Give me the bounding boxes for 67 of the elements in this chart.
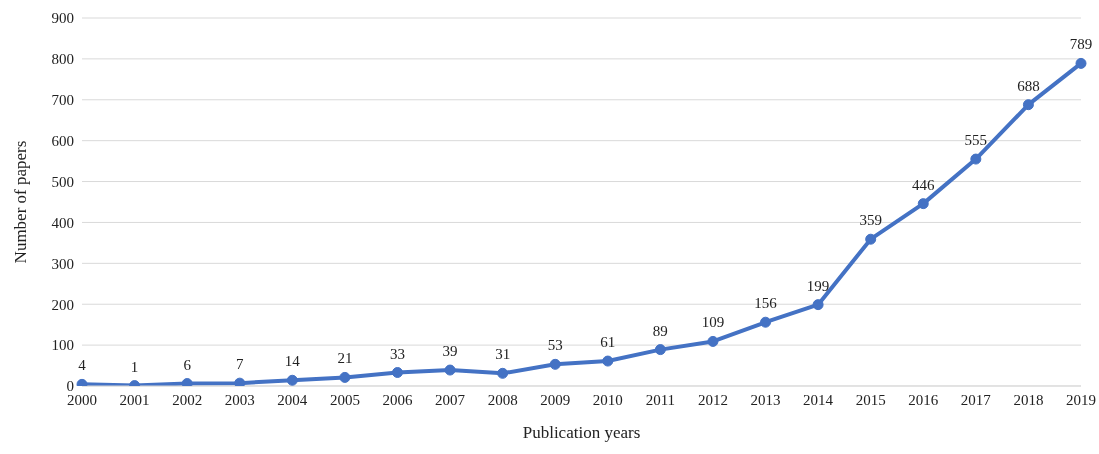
data-label: 14	[284, 353, 301, 370]
data-label: 555	[964, 132, 988, 149]
point	[391, 367, 403, 379]
data-label: 688	[1017, 77, 1040, 94]
x-tick-label: 2003	[224, 391, 255, 408]
x-tick-label: 2008	[487, 391, 518, 408]
data-label: 89	[652, 322, 668, 339]
data-label: 39	[442, 343, 458, 360]
point	[917, 198, 929, 210]
x-tick-label: 2007	[435, 391, 466, 408]
y-axis-title: Number of papers	[11, 140, 31, 264]
data-label: 156	[754, 295, 778, 312]
y-tick-label: 700	[51, 92, 74, 109]
data-label: 6	[183, 356, 192, 373]
point	[602, 355, 614, 367]
x-tick-label: 2015	[855, 391, 886, 408]
y-tick-label: 300	[51, 255, 74, 272]
x-tick-label: 2017	[960, 391, 992, 408]
data-label: 33	[389, 345, 405, 362]
y-tick-label: 900	[51, 10, 74, 27]
point	[286, 374, 298, 386]
x-tick-label: 2009	[540, 391, 571, 408]
point	[549, 358, 561, 370]
point	[339, 371, 351, 383]
y-tick-label: 600	[51, 132, 74, 149]
x-tick-label: 2016	[908, 391, 939, 408]
point	[970, 153, 982, 165]
x-tick-label: 2012	[697, 391, 728, 408]
y-tick-label: 100	[51, 337, 74, 354]
y-tick-label: 400	[51, 214, 74, 231]
x-axis-title: Publication years	[522, 423, 641, 442]
data-label: 446	[912, 176, 936, 193]
x-tick-label: 2001	[119, 391, 150, 408]
y-tick-label: 200	[51, 296, 74, 313]
point	[444, 364, 456, 376]
point	[1022, 99, 1034, 111]
x-tick-label: 2010	[592, 391, 623, 408]
point	[865, 233, 877, 245]
data-label: 31	[495, 346, 511, 363]
data-label: 61	[600, 334, 616, 351]
x-tick-label: 2005	[329, 391, 360, 408]
data-label: 109	[701, 314, 725, 331]
x-tick-label: 2006	[382, 391, 413, 408]
point	[760, 316, 772, 328]
data-label: 1	[130, 358, 139, 375]
point	[497, 367, 509, 379]
data-label: 53	[547, 337, 563, 354]
data-label: 359	[859, 212, 882, 229]
x-tick-label: 2014	[803, 391, 834, 408]
point	[707, 335, 719, 347]
x-tick-label: 2002	[172, 391, 203, 408]
point	[234, 377, 246, 386]
data-label: 789	[1069, 36, 1093, 53]
x-tick-label: 2004	[277, 391, 308, 408]
point	[812, 299, 824, 311]
data-label: 199	[806, 277, 830, 294]
x-tick-label: 2013	[750, 391, 781, 408]
y-tick-label: 500	[51, 173, 74, 190]
point	[1075, 57, 1087, 69]
data-label: 4	[78, 357, 87, 374]
y-tick-label: 800	[51, 51, 74, 68]
x-tick-label: 2011	[645, 391, 676, 408]
data-label: 21	[337, 350, 353, 367]
x-tick-label: 2019	[1066, 391, 1096, 408]
point	[654, 344, 666, 356]
x-tick-label: 2018	[1013, 391, 1044, 408]
data-label: 7	[235, 356, 244, 373]
